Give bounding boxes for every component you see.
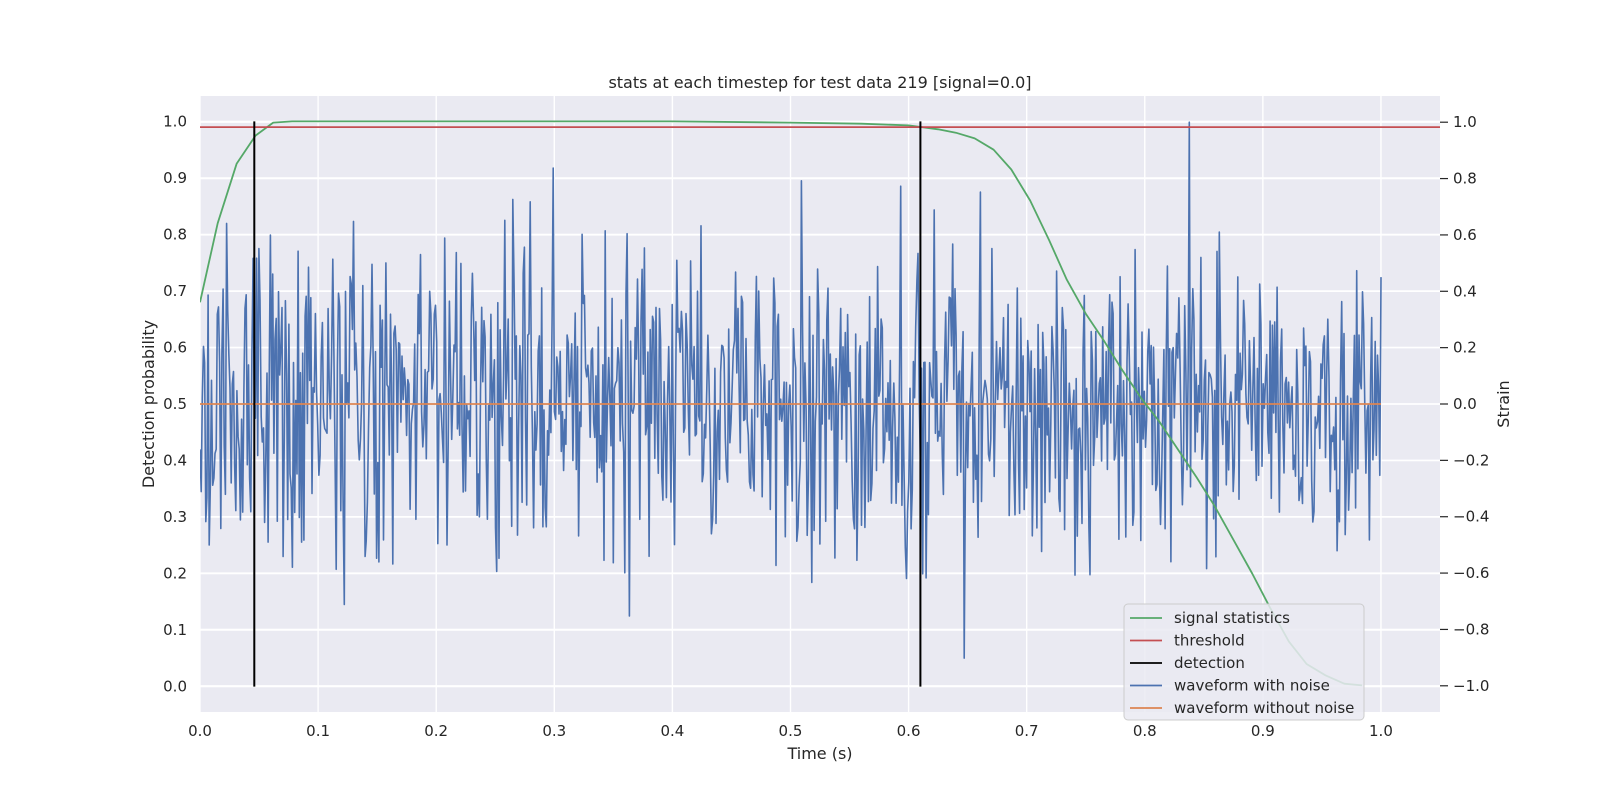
legend-label: signal statistics (1174, 609, 1290, 627)
legend-label: detection (1174, 654, 1245, 672)
x-tick-label: 0.3 (542, 722, 566, 740)
y-tick-label-left: 0.7 (163, 282, 187, 300)
x-tick-label: 0.7 (1015, 722, 1039, 740)
y-tick-label-left: 0.8 (163, 225, 187, 243)
y-tick-label-right: −0.8 (1453, 620, 1489, 638)
y-tick-label-right: −0.6 (1453, 564, 1489, 582)
x-tick-label: 0.2 (424, 722, 448, 740)
legend-label: waveform with noise (1174, 677, 1330, 695)
y-tick-label-left: 0.9 (163, 169, 187, 187)
x-axis-label: Time (s) (786, 744, 852, 763)
y-tick-label-right: −0.4 (1453, 508, 1489, 526)
x-tick-label: 0.0 (188, 722, 212, 740)
legend-label: threshold (1174, 632, 1245, 650)
y-tick-label-right: 0.4 (1453, 282, 1477, 300)
y-tick-label-left: 0.4 (163, 452, 187, 470)
y-tick-label-right: 0.8 (1453, 170, 1477, 188)
chart-title: stats at each timestep for test data 219… (608, 73, 1031, 92)
legend-box (1123, 603, 1365, 721)
y-tick-label-left: 0.3 (163, 508, 187, 526)
x-axis: 0.0 0.1 0.2 0.3 0.4 0.5 0.6 0.7 0.8 0.9 1.0 (188, 722, 1393, 740)
y-tick-label-left: 0.0 (163, 678, 187, 696)
x-tick-label: 0.4 (660, 722, 684, 740)
x-tick-label: 1.0 (1369, 722, 1393, 740)
x-tick-label: 0.6 (897, 722, 921, 740)
x-tick-label: 0.9 (1251, 722, 1275, 740)
y-axis-left: 0.0 0.1 0.2 0.3 0.4 0.5 0.6 0.7 0.8 0.9 1.0 (163, 112, 187, 695)
y-tick-label-left: 0.5 (163, 395, 187, 413)
x-tick-label: 0.5 (779, 722, 803, 740)
y-tick-label-left: 0.6 (163, 338, 187, 356)
series-waveform-with-noise (200, 121, 1382, 659)
y-axis-right-label: Strain (1494, 380, 1513, 427)
legend-label: waveform without noise (1174, 699, 1354, 717)
y-axis-right: −1.0 −0.8 −0.6 −0.4 −0.2 0.0 0.2 0.4 0.6 0.8 1.0 (1440, 113, 1489, 695)
y-tick-label-right: −0.2 (1453, 451, 1489, 469)
y-tick-label-right: 0.6 (1453, 226, 1477, 244)
y-tick-label-left: 0.1 (163, 621, 187, 639)
series-signal-statistics (200, 120, 1363, 687)
y-tick-label-left: 1.0 (163, 112, 187, 130)
legend: signal statistics threshold detection wavef… (1123, 603, 1365, 721)
y-axis-left-label: Detection probability (139, 320, 158, 488)
plot-area (200, 120, 1440, 687)
y-tick-label-right: 0.2 (1453, 339, 1477, 357)
x-tick-label: 0.8 (1133, 722, 1157, 740)
y-tick-label-right: 1.0 (1453, 113, 1477, 131)
x-tick-label: 0.1 (306, 722, 330, 740)
y-tick-label-left: 0.2 (163, 565, 187, 583)
y-tick-label-right: 0.0 (1453, 395, 1477, 413)
y-tick-label-right: −1.0 (1453, 677, 1489, 695)
